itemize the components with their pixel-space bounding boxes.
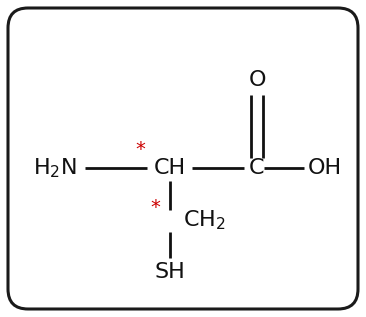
Text: OH: OH — [308, 158, 342, 178]
Text: *: * — [135, 140, 145, 159]
Text: C: C — [249, 158, 265, 178]
Text: *: * — [150, 197, 160, 217]
Text: H$_2$N: H$_2$N — [33, 156, 77, 180]
Text: CH: CH — [154, 158, 186, 178]
Text: CH$_2$: CH$_2$ — [183, 208, 226, 232]
Text: SH: SH — [154, 262, 185, 282]
Text: O: O — [248, 70, 266, 90]
FancyBboxPatch shape — [8, 8, 358, 309]
